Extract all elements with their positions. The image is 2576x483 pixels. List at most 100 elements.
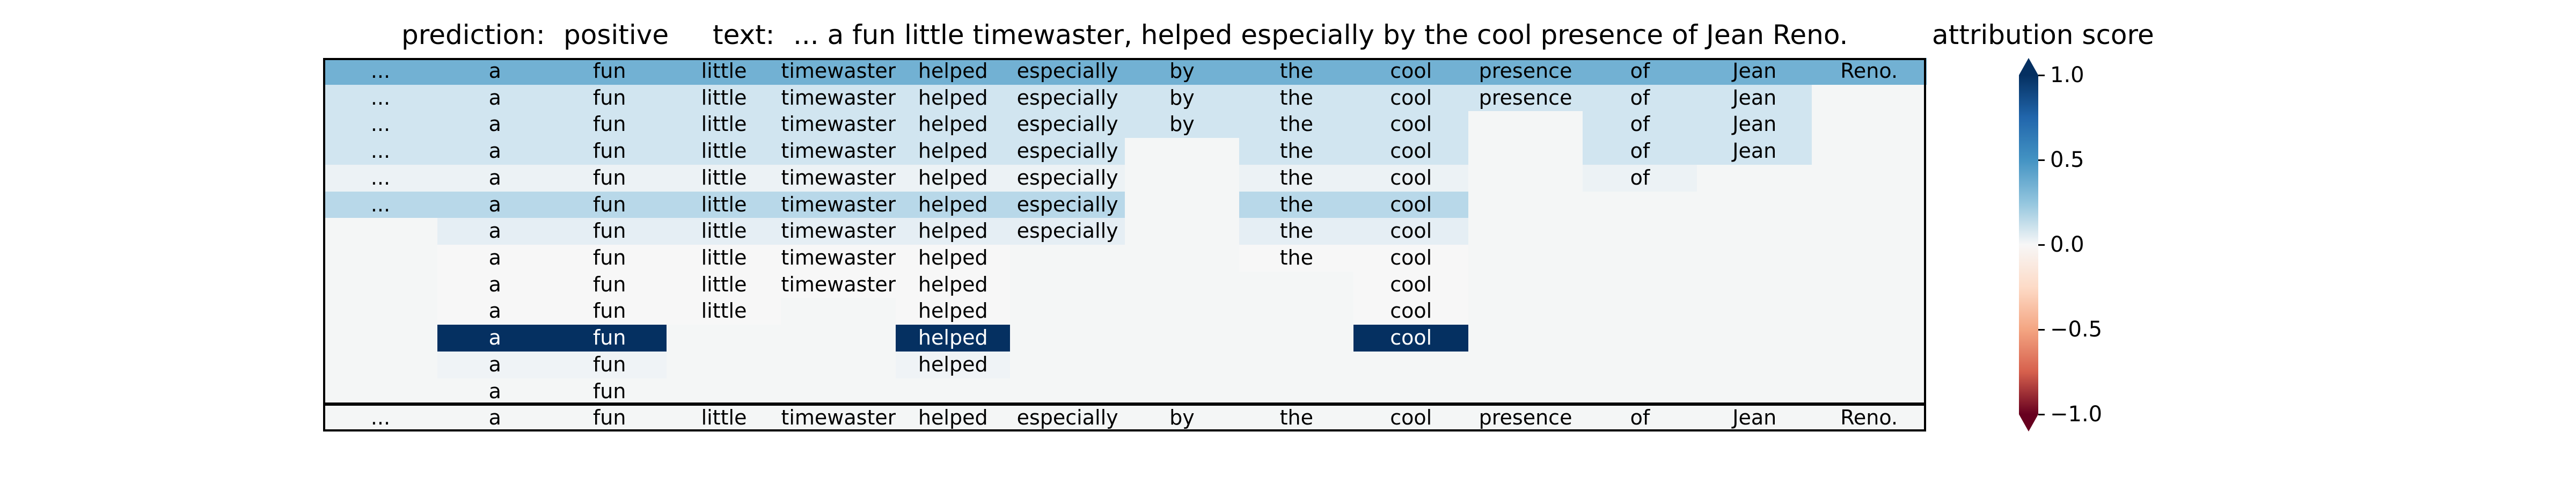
reference-separator xyxy=(323,402,1926,406)
masked-cell xyxy=(323,218,438,245)
masked-cell xyxy=(1811,191,1927,218)
masked-cell xyxy=(1124,351,1240,379)
token-cell: helped xyxy=(895,164,1011,192)
token-cell: fun xyxy=(552,325,667,352)
token-cell: timewaster, xyxy=(781,164,896,192)
token-cell: especially xyxy=(1010,58,1125,85)
masked-cell xyxy=(1468,164,1583,192)
token-cell: a xyxy=(437,58,553,85)
token-cell: Reno. xyxy=(1811,58,1927,85)
token-cell: cool xyxy=(1353,111,1469,138)
prediction-value: positive xyxy=(564,19,669,50)
token-cell: fun xyxy=(552,245,667,272)
masked-cell xyxy=(1697,325,1812,352)
token-cell: of xyxy=(1582,138,1697,165)
token-cell: by xyxy=(1124,84,1240,112)
masked-cell xyxy=(1582,191,1697,218)
colorbar-tick-label: 0.0 xyxy=(2050,232,2084,257)
token-cell: a xyxy=(437,111,553,138)
token-cell: a xyxy=(437,218,553,245)
token-cell: little xyxy=(667,138,782,165)
token-cell: especially xyxy=(1010,218,1125,245)
masked-cell xyxy=(895,378,1011,405)
token-cell: of xyxy=(1582,164,1697,192)
colorbar-tick xyxy=(2038,413,2045,415)
masked-cell xyxy=(1010,325,1125,352)
masked-cell xyxy=(1468,298,1583,325)
colorbar-tick xyxy=(2038,159,2045,161)
token-cell: of xyxy=(1582,84,1697,112)
token-cell: fun xyxy=(552,58,667,85)
colorbar-max-arrow xyxy=(2019,58,2038,75)
token-cell: cool xyxy=(1353,298,1469,325)
token-cell: helped xyxy=(895,325,1011,352)
masked-cell xyxy=(1582,271,1697,299)
token-cell: the xyxy=(1239,164,1354,192)
masked-cell xyxy=(1468,245,1583,272)
token-cell: little xyxy=(667,84,782,112)
masked-cell xyxy=(1124,298,1240,325)
token-cell: especially xyxy=(1010,138,1125,165)
token-cell: little xyxy=(667,164,782,192)
reference-token-cell: fun xyxy=(552,405,667,432)
reference-token-cell: especially xyxy=(1010,405,1125,432)
token-cell: timewaster, xyxy=(781,84,896,112)
token-cell: helped xyxy=(895,351,1011,379)
reference-token-cell: Reno. xyxy=(1811,405,1927,432)
colorbar-tick xyxy=(2038,244,2045,246)
token-cell: ... xyxy=(323,84,438,112)
token-cell: the xyxy=(1239,191,1354,218)
reference-token-cell: of xyxy=(1582,405,1697,432)
token-cell: fun xyxy=(552,138,667,165)
token-cell: little xyxy=(667,245,782,272)
token-cell: the xyxy=(1239,84,1354,112)
masked-cell xyxy=(1582,298,1697,325)
token-cell: fun xyxy=(552,84,667,112)
token-cell: by xyxy=(1124,58,1240,85)
colorbar-gradient xyxy=(2019,75,2038,414)
token-cell: Jean xyxy=(1697,111,1812,138)
token-cell: by xyxy=(1124,111,1240,138)
masked-cell xyxy=(1124,191,1240,218)
masked-cell xyxy=(1582,351,1697,379)
token-cell: helped xyxy=(895,191,1011,218)
token-cell: timewaster, xyxy=(781,111,896,138)
masked-cell xyxy=(1697,351,1812,379)
reference-token-cell: Jean xyxy=(1697,405,1812,432)
masked-cell xyxy=(1468,218,1583,245)
token-cell: little xyxy=(667,298,782,325)
token-cell: Jean xyxy=(1697,84,1812,112)
masked-cell xyxy=(1124,218,1240,245)
colorbar-title: attribution score xyxy=(1932,19,2154,50)
masked-cell xyxy=(667,378,782,405)
reference-token-cell: little xyxy=(667,405,782,432)
token-cell: ... xyxy=(323,111,438,138)
token-cell: helped xyxy=(895,298,1011,325)
token-cell: especially xyxy=(1010,164,1125,192)
token-cell: cool xyxy=(1353,164,1469,192)
token-cell: helped xyxy=(895,58,1011,85)
masked-cell xyxy=(1811,84,1927,112)
reference-token-cell: ... xyxy=(323,405,438,432)
text-label: text: xyxy=(713,19,775,50)
colorbar-tick xyxy=(2038,328,2045,331)
masked-cell xyxy=(1697,164,1812,192)
token-cell: helped xyxy=(895,138,1011,165)
masked-cell xyxy=(667,351,782,379)
reference-token-cell: by xyxy=(1124,405,1240,432)
masked-cell xyxy=(323,245,438,272)
masked-cell xyxy=(1353,378,1469,405)
token-cell: a xyxy=(437,298,553,325)
token-cell: a xyxy=(437,164,553,192)
colorbar: 1.0 0.5 0.0 −0.5 −1.0 xyxy=(2019,58,2234,431)
token-cell: cool xyxy=(1353,58,1469,85)
token-cell: the xyxy=(1239,111,1354,138)
masked-cell xyxy=(1010,378,1125,405)
token-cell: cool xyxy=(1353,191,1469,218)
colorbar-tick-label: 1.0 xyxy=(2050,63,2084,87)
token-cell: helped xyxy=(895,271,1011,299)
masked-cell xyxy=(781,298,896,325)
token-cell: little xyxy=(667,218,782,245)
masked-cell xyxy=(1124,164,1240,192)
